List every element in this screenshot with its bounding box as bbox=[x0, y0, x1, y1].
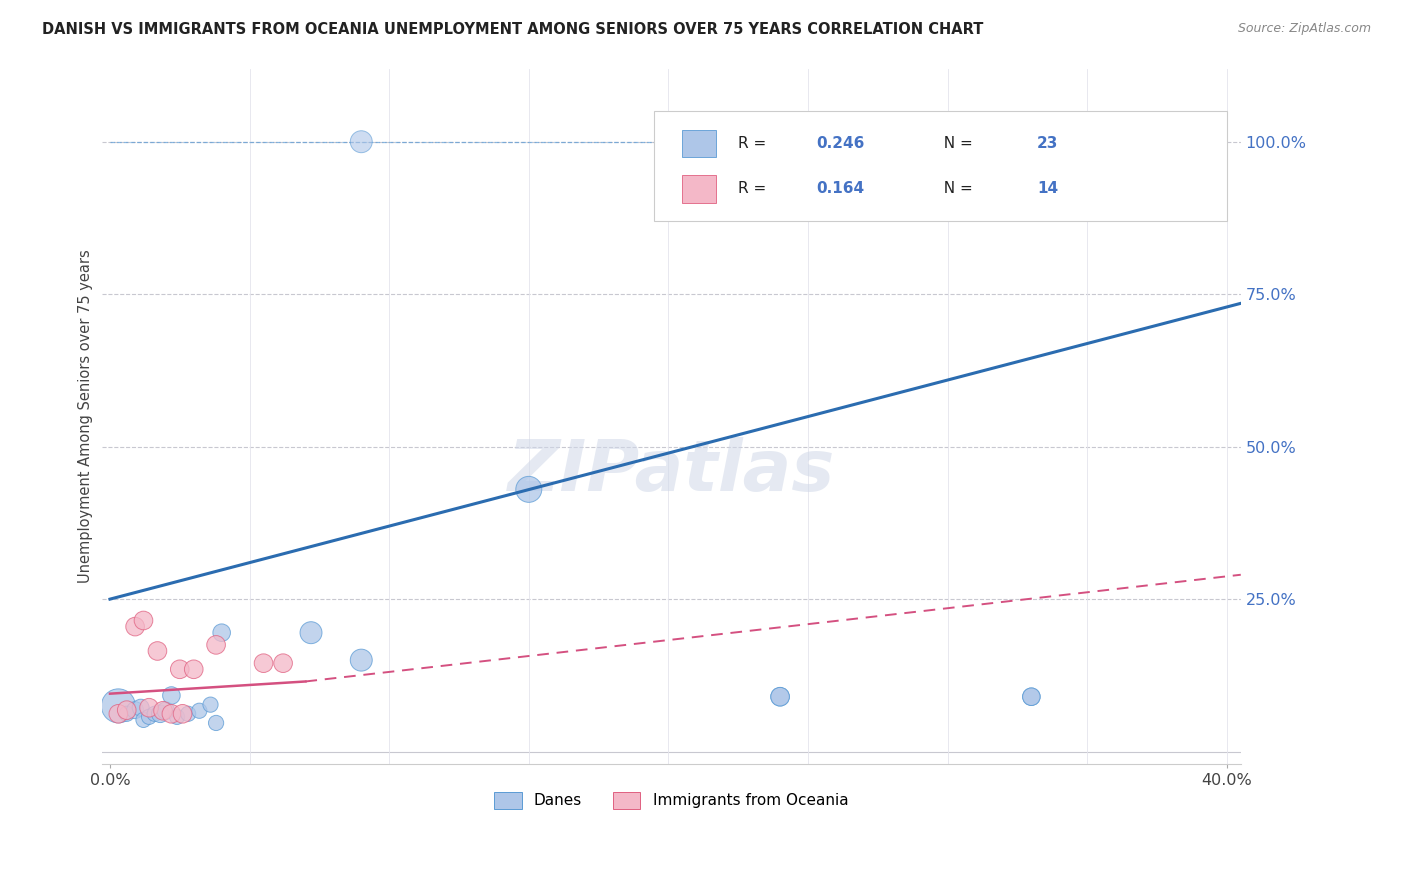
Point bbox=[880, 135, 903, 149]
Point bbox=[160, 706, 183, 721]
Text: 23: 23 bbox=[1038, 136, 1059, 151]
Point bbox=[211, 625, 233, 640]
Point bbox=[205, 715, 228, 730]
Point bbox=[350, 653, 373, 667]
Point bbox=[115, 703, 138, 717]
Bar bbox=[682, 129, 716, 157]
Text: 0.164: 0.164 bbox=[817, 181, 865, 196]
Point bbox=[132, 713, 155, 727]
Text: N =: N = bbox=[934, 136, 977, 151]
Y-axis label: Unemployment Among Seniors over 75 years: Unemployment Among Seniors over 75 years bbox=[79, 249, 93, 583]
Text: R =: R = bbox=[738, 181, 772, 196]
Point bbox=[200, 698, 222, 712]
Point bbox=[741, 135, 763, 149]
Point bbox=[143, 706, 166, 721]
Point bbox=[152, 704, 174, 718]
Text: ZIPatlas: ZIPatlas bbox=[508, 437, 835, 507]
Point bbox=[205, 638, 228, 652]
Point bbox=[138, 700, 160, 714]
Text: R =: R = bbox=[738, 136, 772, 151]
Point bbox=[138, 710, 160, 724]
Point bbox=[1021, 690, 1043, 704]
Point bbox=[769, 690, 792, 704]
Text: 14: 14 bbox=[1038, 181, 1059, 196]
Point bbox=[169, 662, 191, 676]
Point bbox=[107, 706, 129, 721]
Point bbox=[177, 706, 200, 721]
Text: 0.246: 0.246 bbox=[817, 136, 865, 151]
Point bbox=[183, 662, 205, 676]
Point bbox=[132, 614, 155, 628]
Point bbox=[115, 706, 138, 721]
Point bbox=[124, 619, 146, 633]
Point bbox=[252, 656, 274, 670]
Point bbox=[160, 689, 183, 703]
Legend: Danes, Immigrants from Oceania: Danes, Immigrants from Oceania bbox=[488, 786, 855, 815]
Point bbox=[107, 698, 129, 713]
Point bbox=[299, 625, 322, 640]
Point bbox=[1021, 135, 1043, 149]
Point bbox=[188, 704, 211, 718]
Point bbox=[1021, 690, 1043, 704]
Point bbox=[124, 703, 146, 717]
Text: Source: ZipAtlas.com: Source: ZipAtlas.com bbox=[1237, 22, 1371, 36]
Point bbox=[129, 700, 152, 714]
Text: N =: N = bbox=[934, 181, 977, 196]
Point bbox=[172, 706, 194, 721]
FancyBboxPatch shape bbox=[654, 112, 1227, 221]
Point bbox=[769, 690, 792, 704]
Point bbox=[271, 656, 294, 670]
Point bbox=[517, 483, 540, 497]
Bar bbox=[682, 175, 716, 202]
Point bbox=[149, 706, 172, 721]
Point bbox=[146, 644, 169, 658]
Point bbox=[155, 704, 177, 718]
Point bbox=[350, 135, 373, 149]
Point bbox=[166, 710, 188, 724]
Text: DANISH VS IMMIGRANTS FROM OCEANIA UNEMPLOYMENT AMONG SENIORS OVER 75 YEARS CORRE: DANISH VS IMMIGRANTS FROM OCEANIA UNEMPL… bbox=[42, 22, 984, 37]
